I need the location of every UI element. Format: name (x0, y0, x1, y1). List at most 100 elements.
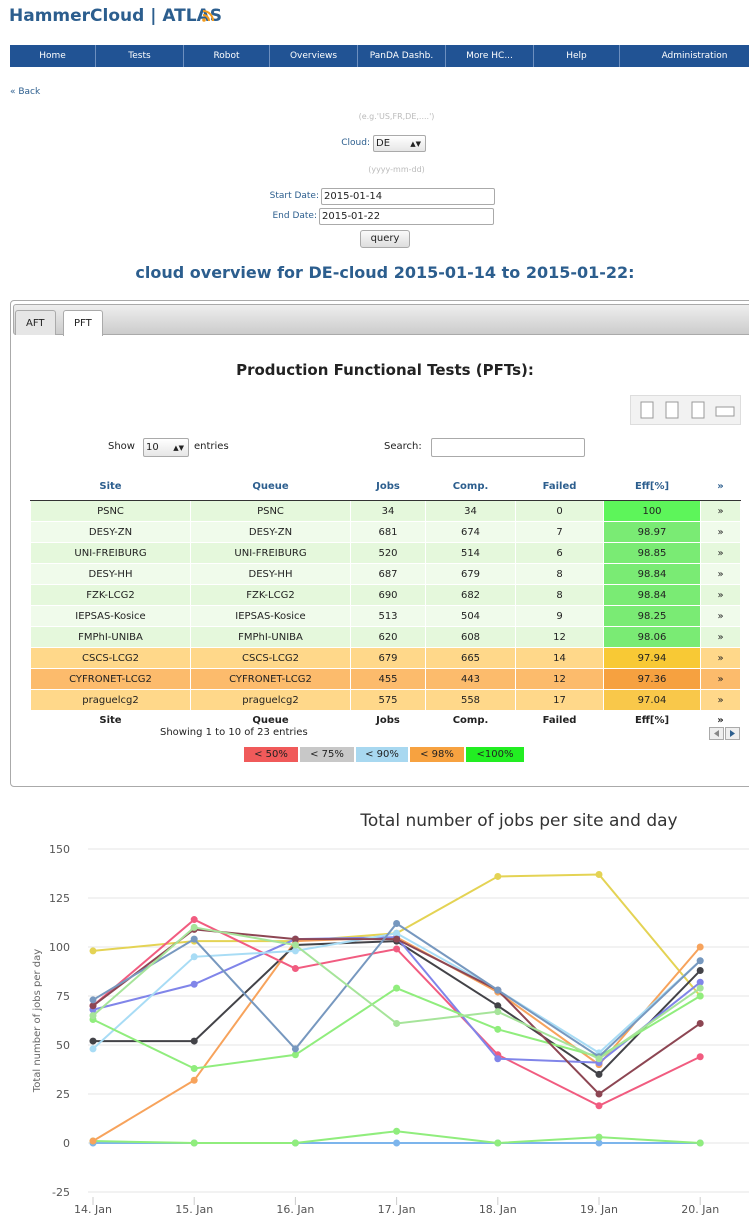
cloud-select[interactable]: DE ▲▼ (373, 135, 426, 152)
table-cell: 34 (425, 500, 516, 522)
table-cell[interactable]: » (700, 668, 741, 690)
table-cell: FZK-LCG2 (30, 584, 191, 606)
table-cell: 455 (350, 668, 426, 690)
data-point (494, 1002, 502, 1010)
chart: Total number of jobs per site and day Tot… (32, 811, 749, 1215)
y-axis-label: Total number of jobs per day (32, 949, 43, 1093)
start-label: Start Date: (269, 191, 319, 201)
tab[interactable]: AFT (15, 310, 56, 335)
table-cell: 97.94 (603, 647, 701, 669)
data-point (393, 1019, 401, 1027)
nav-item[interactable]: Home (10, 45, 96, 67)
show-label: Show (108, 441, 135, 452)
column-header[interactable]: Failed (515, 472, 604, 501)
cloud-label: Cloud: (341, 138, 370, 148)
table-cell[interactable]: » (700, 563, 741, 585)
nav-item[interactable]: PanDA Dashb. (358, 45, 446, 67)
start-input[interactable]: 2015-01-14 (321, 188, 495, 205)
nav-item[interactable]: Administration (620, 45, 749, 67)
table-row: FZK-LCG2 FZK-LCG2 690 682 8 98.84» (30, 584, 741, 606)
table-cell: CYFRONET-LCG2 (30, 668, 191, 690)
table-row: DESY-HH DESY-HH 687 679 8 98.84» (30, 563, 741, 585)
data-point (696, 1019, 704, 1027)
entries-select[interactable]: 10 ▲▼ (143, 438, 189, 457)
column-header[interactable]: Eff[%] (603, 472, 701, 501)
data-point (494, 1008, 502, 1016)
data-point (696, 978, 704, 986)
table-cell: FMPhI-UNIBA (30, 626, 191, 648)
nav-item[interactable]: Help (534, 45, 620, 67)
table-cell: 514 (425, 542, 516, 564)
data-point (696, 992, 704, 1000)
table-cell: 7 (515, 521, 604, 543)
data-point (190, 923, 198, 931)
column-header[interactable]: Comp. (425, 472, 516, 501)
table-cell: UNI-FREIBURG (190, 542, 351, 564)
table-cell[interactable]: » (700, 626, 741, 648)
nav-item[interactable]: Tests (96, 45, 184, 67)
legend-item: < 98% (410, 747, 464, 762)
data-point (595, 1090, 603, 1098)
pager[interactable] (709, 727, 741, 740)
data-point (494, 1055, 502, 1063)
table-cell: 9 (515, 605, 604, 627)
data-point (393, 984, 401, 992)
nav-item[interactable]: Robot (184, 45, 270, 67)
table-cell[interactable]: » (700, 500, 741, 522)
data-point (696, 967, 704, 975)
table-cell[interactable]: » (700, 542, 741, 564)
table-cell: 520 (350, 542, 426, 564)
table-cell: 97.04 (603, 689, 701, 711)
data-point (595, 1139, 603, 1147)
table-cell[interactable]: » (700, 584, 741, 606)
search-input[interactable] (431, 438, 585, 457)
brand-title[interactable]: HammerCloud | ATLAS (9, 6, 223, 26)
table-cell: 687 (350, 563, 426, 585)
table-cell[interactable]: » (700, 647, 741, 669)
end-input[interactable]: 2015-01-22 (319, 208, 494, 225)
table-row: DESY-ZN DESY-ZN 681 674 7 98.97» (30, 521, 741, 543)
table-cell: 679 (425, 563, 516, 585)
data-point (696, 957, 704, 965)
back-link[interactable]: « Back (10, 87, 41, 97)
data-point (494, 986, 502, 994)
column-header[interactable]: Jobs (350, 472, 426, 501)
table-row: CYFRONET-LCG2 CYFRONET-LCG2 455 443 12 97.36» (30, 668, 741, 690)
data-point (494, 1139, 502, 1147)
data-point (89, 1045, 97, 1053)
table-cell: 98.84 (603, 584, 701, 606)
y-tick-label: 150 (49, 843, 70, 856)
column-footer: Jobs (350, 710, 426, 730)
data-point (190, 1037, 198, 1045)
y-tick-label: 0 (63, 1137, 70, 1150)
column-header[interactable]: Site (30, 472, 191, 501)
x-tick-label: 15. Jan (175, 1203, 213, 1215)
y-tick-label: 100 (49, 941, 70, 954)
data-point (190, 935, 198, 943)
data-point (393, 929, 401, 937)
column-header[interactable]: » (700, 472, 741, 501)
tab-active[interactable]: PFT (63, 310, 103, 336)
table-cell: IEPSAS-Kosice (30, 605, 191, 627)
table-cell: 14 (515, 647, 604, 669)
table-cell: praguelcg2 (190, 689, 351, 711)
column-footer: Comp. (425, 710, 516, 730)
nav-item[interactable]: More HC... (446, 45, 534, 67)
nav-item[interactable]: Overviews (270, 45, 358, 67)
chart-title: Total number of jobs per site and day (359, 811, 677, 831)
column-header[interactable]: Queue (190, 472, 351, 501)
table-cell[interactable]: » (700, 689, 741, 711)
table-cell[interactable]: » (700, 521, 741, 543)
query-button[interactable]: query (360, 230, 410, 248)
legend-item: <100% (466, 747, 524, 762)
legend-item: < 75% (300, 747, 354, 762)
rss-icon[interactable] (202, 10, 214, 22)
series-line (92, 987, 701, 1070)
data-point (595, 1070, 603, 1078)
table-cell[interactable]: » (700, 605, 741, 627)
export-tools[interactable] (630, 395, 741, 425)
table-cell: 679 (350, 647, 426, 669)
data-point (393, 935, 401, 943)
table-row: praguelcg2 praguelcg2 575 558 17 97.04» (30, 689, 741, 711)
data-point (291, 1139, 299, 1147)
